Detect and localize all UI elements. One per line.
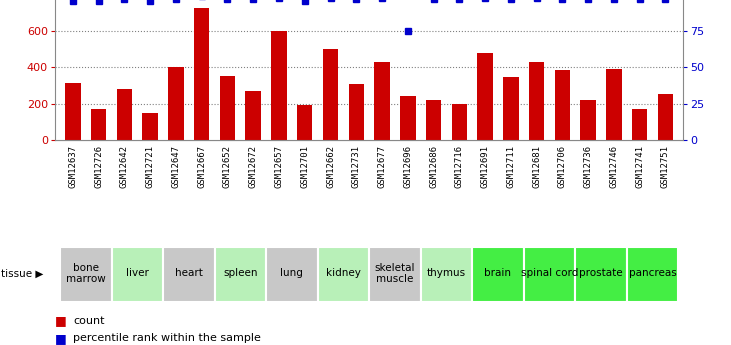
Text: GSM12647: GSM12647 xyxy=(171,145,181,188)
Bar xyxy=(117,89,132,140)
Bar xyxy=(168,67,183,140)
Text: brain: brain xyxy=(485,268,512,278)
Bar xyxy=(503,77,518,140)
Text: GSM12716: GSM12716 xyxy=(455,145,464,188)
Text: GSM12652: GSM12652 xyxy=(223,145,232,188)
Bar xyxy=(523,247,575,302)
Text: GSM12662: GSM12662 xyxy=(326,145,335,188)
Text: GSM12746: GSM12746 xyxy=(610,145,618,188)
Bar xyxy=(452,105,467,140)
Text: GSM12706: GSM12706 xyxy=(558,145,567,188)
Text: GSM12681: GSM12681 xyxy=(532,145,541,188)
Text: GSM12677: GSM12677 xyxy=(377,145,387,188)
Bar xyxy=(400,96,415,140)
Bar xyxy=(632,109,648,140)
Text: GSM12721: GSM12721 xyxy=(145,145,155,188)
Bar xyxy=(143,112,158,140)
Bar xyxy=(246,91,261,140)
Text: GSM12637: GSM12637 xyxy=(69,145,77,188)
Bar xyxy=(112,247,163,302)
Text: percentile rank within the sample: percentile rank within the sample xyxy=(73,333,261,343)
Text: GSM12701: GSM12701 xyxy=(300,145,309,188)
Text: GSM12741: GSM12741 xyxy=(635,145,644,188)
Bar xyxy=(575,247,626,302)
Text: skeletal
muscle: skeletal muscle xyxy=(375,263,415,284)
Bar xyxy=(60,247,112,302)
Text: kidney: kidney xyxy=(326,268,361,278)
Bar xyxy=(91,109,106,140)
Text: ■: ■ xyxy=(55,332,67,345)
Bar xyxy=(374,62,390,140)
Text: spinal cord: spinal cord xyxy=(520,268,578,278)
Bar xyxy=(297,105,312,140)
Text: GSM12726: GSM12726 xyxy=(94,145,103,188)
Text: thymus: thymus xyxy=(427,268,466,278)
Bar xyxy=(323,49,338,140)
Text: ■: ■ xyxy=(55,314,67,327)
Bar xyxy=(369,247,420,302)
Bar xyxy=(472,247,523,302)
Text: GSM12736: GSM12736 xyxy=(583,145,593,188)
Bar xyxy=(220,76,235,140)
Text: GSM12657: GSM12657 xyxy=(274,145,284,188)
Text: prostate: prostate xyxy=(579,268,623,278)
Bar xyxy=(271,31,287,140)
Bar xyxy=(658,95,673,140)
Text: tissue ▶: tissue ▶ xyxy=(1,268,43,278)
Text: lung: lung xyxy=(281,268,303,278)
Bar xyxy=(426,100,442,140)
Bar xyxy=(555,70,570,140)
Bar xyxy=(606,69,621,140)
Bar xyxy=(580,100,596,140)
Text: GSM12731: GSM12731 xyxy=(352,145,361,188)
Text: GSM12691: GSM12691 xyxy=(480,145,490,188)
Text: count: count xyxy=(73,316,105,326)
Bar xyxy=(626,247,678,302)
Text: liver: liver xyxy=(126,268,148,278)
Bar xyxy=(194,8,209,140)
Bar xyxy=(266,247,318,302)
Bar xyxy=(318,247,369,302)
Text: heart: heart xyxy=(175,268,202,278)
Bar xyxy=(163,247,215,302)
Bar xyxy=(215,247,266,302)
Bar xyxy=(349,83,364,140)
Text: pancreas: pancreas xyxy=(629,268,676,278)
Bar xyxy=(65,83,80,140)
Text: GSM12667: GSM12667 xyxy=(197,145,206,188)
Text: spleen: spleen xyxy=(223,268,257,278)
Text: GSM12751: GSM12751 xyxy=(661,145,670,188)
Bar xyxy=(420,247,472,302)
Text: GSM12672: GSM12672 xyxy=(249,145,258,188)
Text: GSM12686: GSM12686 xyxy=(429,145,438,188)
Bar xyxy=(477,53,493,140)
Bar xyxy=(529,62,545,140)
Text: bone
marrow: bone marrow xyxy=(66,263,105,284)
Text: GSM12696: GSM12696 xyxy=(404,145,412,188)
Text: GSM12642: GSM12642 xyxy=(120,145,129,188)
Text: GSM12711: GSM12711 xyxy=(507,145,515,188)
